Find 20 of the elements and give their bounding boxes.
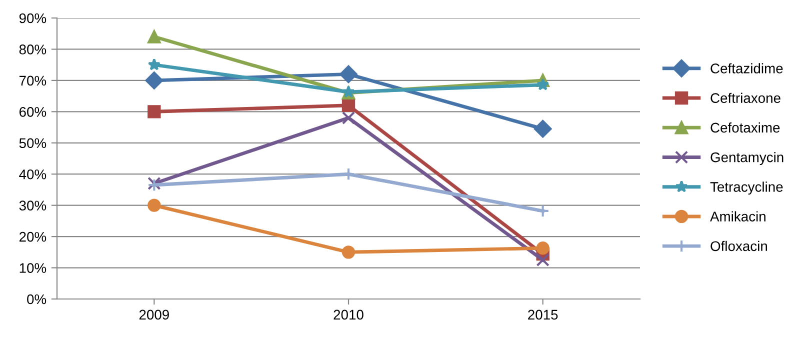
x-tick-label: 2010 [334, 310, 364, 320]
legend-label: Cefotaxime [710, 122, 780, 133]
y-tick-label: 80% [19, 44, 46, 54]
legend-label: Gentamycin [710, 152, 784, 165]
legend-label: Ceftriaxone [710, 92, 780, 103]
y-tick-label: 20% [19, 232, 46, 242]
legend-label: Tetracycline [710, 182, 783, 195]
legend-label: Ceftazidime [710, 63, 783, 74]
y-tick-label: 90% [19, 13, 46, 24]
x-tick-label: 2009 [139, 310, 169, 320]
y-tick-label: 70% [20, 76, 46, 86]
y-tick-label: 10% [20, 263, 46, 273]
legend-label: Amikacin [710, 211, 766, 222]
y-tick-label: 60% [19, 107, 46, 117]
y-tick-label: 50% [19, 138, 46, 148]
y-tick-label: 40% [19, 169, 46, 180]
legend-label: Ofloxacin [710, 240, 767, 252]
y-tick-label: 0% [27, 294, 46, 304]
y-tick-label: 30% [19, 200, 46, 211]
x-tick-label: 2015 [528, 310, 558, 320]
